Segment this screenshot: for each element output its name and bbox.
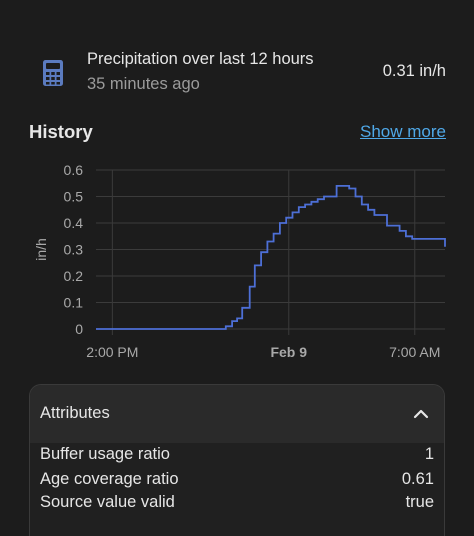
- chevron-up-icon[interactable]: [412, 405, 430, 423]
- history-chart[interactable]: 0 0.1 0.2 0.3 0.4 0.5 0.6 2:00 PM Feb 9 7:00 AM in…: [0, 150, 474, 370]
- attribute-row: Buffer usage ratio 1: [30, 445, 444, 469]
- sensor-last-changed: 35 minutes ago: [87, 75, 200, 93]
- attribute-value: 1: [424, 445, 434, 463]
- show-more-link[interactable]: Show more: [360, 122, 446, 141]
- history-title: History: [29, 121, 93, 142]
- attributes-card: Attributes Buffer usage ratio 1 Age cove…: [29, 384, 445, 536]
- calculator-icon: [43, 60, 63, 86]
- y-tick-label: 0.4: [64, 215, 84, 231]
- x-tick-label: Feb 9: [270, 344, 307, 360]
- series-line: [96, 185, 446, 330]
- attribute-key: Buffer usage ratio: [40, 445, 170, 463]
- attribute-row: Age coverage ratio 0.61: [30, 470, 444, 494]
- sensor-name: Precipitation over last 12 hours: [87, 50, 314, 68]
- y-tick-label: 0.5: [64, 189, 84, 205]
- attribute-value: true: [405, 493, 434, 511]
- x-tick-label: 7:00 AM: [389, 344, 440, 360]
- x-tick-label: 2:00 PM: [86, 344, 138, 360]
- attribute-key: Age coverage ratio: [40, 470, 179, 488]
- y-tick-label: 0.6: [64, 162, 84, 178]
- y-tick-label: 0.3: [64, 242, 84, 258]
- attribute-value: 0.61: [401, 470, 434, 488]
- sensor-state: 0.31 in/h: [382, 62, 446, 80]
- attribute-key: Source value valid: [40, 493, 175, 511]
- attributes-header[interactable]: Attributes: [30, 385, 444, 443]
- attributes-title: Attributes: [40, 404, 110, 422]
- y-axis-label: in/h: [33, 238, 49, 261]
- y-tick-label: 0.1: [64, 295, 84, 311]
- y-tick-label: 0: [75, 321, 83, 337]
- y-tick-label: 0.2: [64, 268, 84, 284]
- attribute-row: Source value valid true: [30, 493, 444, 517]
- sensor-row[interactable]: Precipitation over last 12 hours 35 minu…: [0, 0, 474, 118]
